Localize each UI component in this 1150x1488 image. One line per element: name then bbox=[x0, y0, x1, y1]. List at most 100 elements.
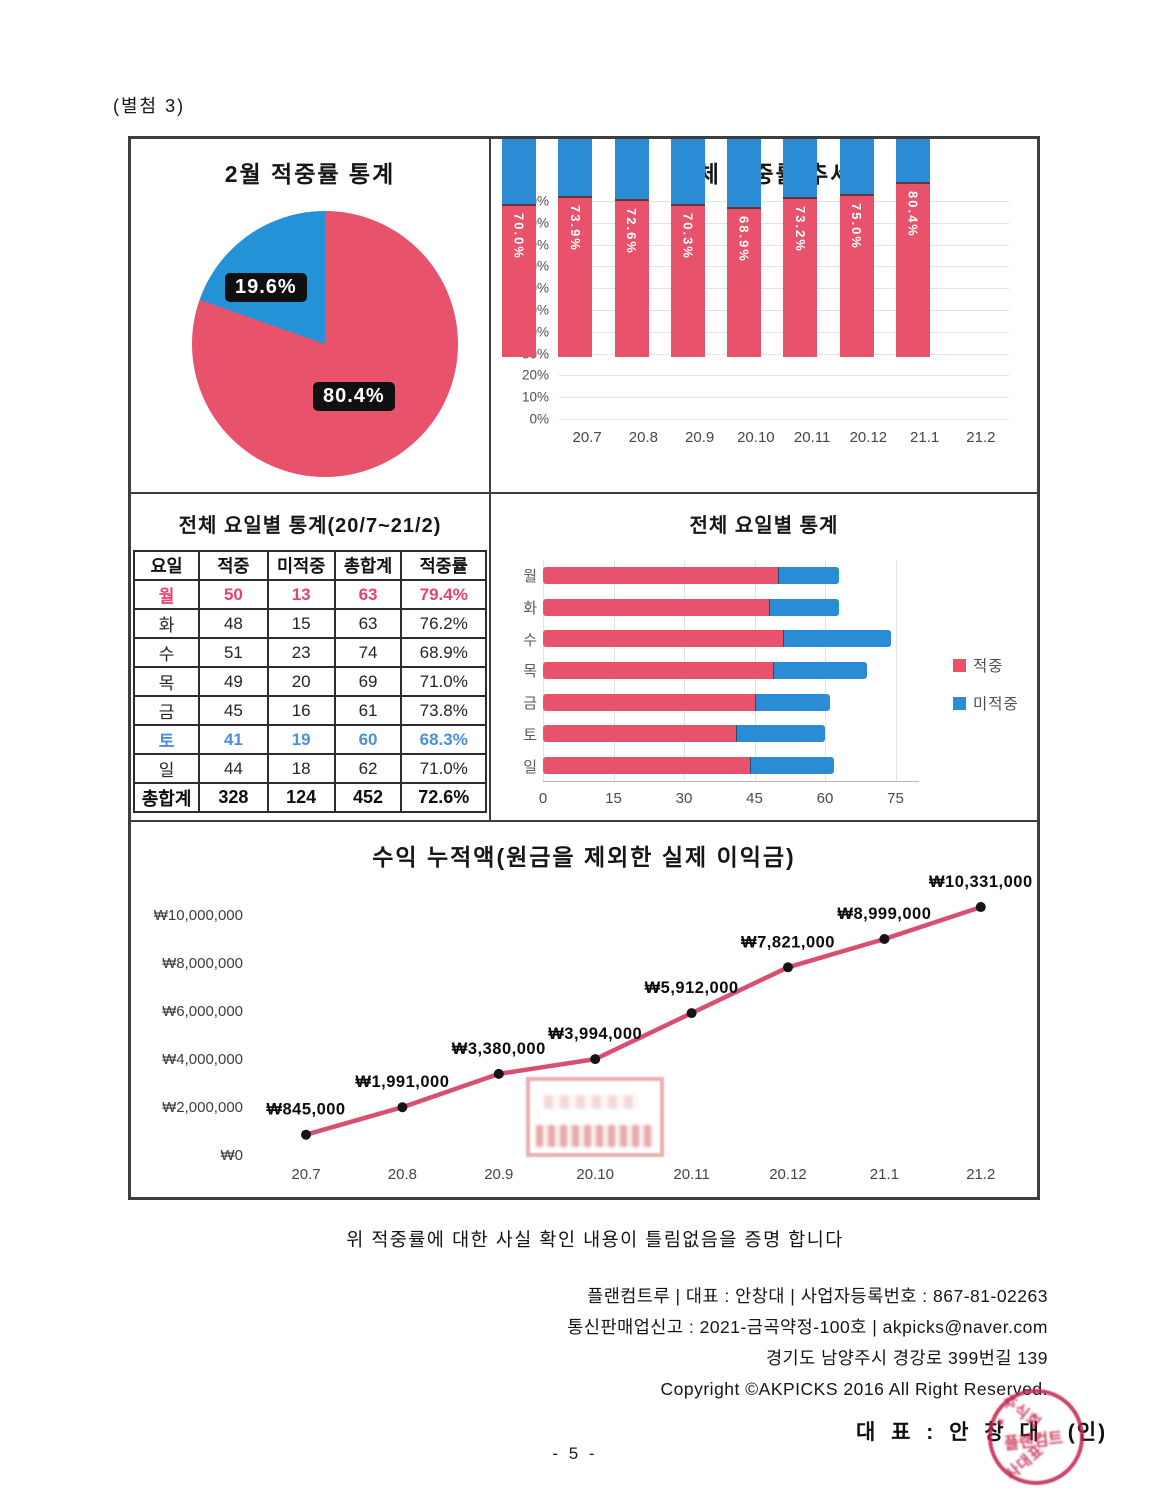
y-axis-tick: 20% bbox=[521, 367, 549, 383]
gridline bbox=[559, 375, 1009, 377]
table-header-cell: 적중률 bbox=[400, 550, 487, 581]
data-point-marker bbox=[493, 1068, 504, 1079]
representative-signature-row: 대 표 : 안 창 대 (인) bbox=[856, 1416, 1107, 1446]
gridline bbox=[895, 560, 897, 781]
table-cell: 79.4% bbox=[400, 579, 487, 610]
legend-item-hit: 적중 bbox=[953, 654, 1019, 676]
x-axis-tick: 21.1 bbox=[910, 429, 940, 446]
line-chart-title: 수익 누적액(원금을 제외한 실제 이익금) bbox=[372, 844, 796, 870]
y-axis-category: 토 bbox=[523, 726, 537, 744]
stacked-bar: 72.6% bbox=[614, 139, 649, 357]
hbar-row bbox=[543, 756, 919, 774]
hbar-segment-miss bbox=[735, 725, 825, 743]
table-cell: 60 bbox=[333, 724, 403, 755]
data-point-label: ₩5,912,000 bbox=[645, 979, 739, 997]
y-axis-tick: ₩4,000,000 bbox=[162, 1051, 243, 1068]
bar-segment-hit: 70.0% bbox=[502, 204, 537, 357]
company-info-line: 경기도 남양주시 경강로 399번길 139 bbox=[765, 1348, 1048, 1368]
x-axis-tick: 30 bbox=[675, 790, 693, 807]
table-cell: 월 bbox=[132, 579, 201, 610]
data-point-label: ₩3,994,000 bbox=[548, 1025, 642, 1043]
hbar-segment-hit bbox=[543, 567, 778, 585]
data-point-marker bbox=[975, 902, 986, 913]
hbar-row bbox=[543, 693, 919, 711]
pie-slice-label-miss: 19.6% bbox=[225, 273, 307, 302]
table-cell: 61 bbox=[333, 695, 403, 726]
table-cell: 23 bbox=[266, 637, 336, 668]
data-point-label: ₩10,331,000 bbox=[929, 873, 1033, 891]
bar-segment-hit: 73.9% bbox=[558, 195, 593, 357]
bar-segment-miss bbox=[502, 139, 537, 205]
y-axis-category: 일 bbox=[523, 758, 537, 776]
hbar-segment-hit bbox=[543, 693, 755, 711]
x-axis-tick: 60 bbox=[816, 790, 834, 807]
bar-segment-hit: 72.6% bbox=[614, 198, 649, 357]
company-info-line: 통신판매업신고 : 2021-금곡약정-100호 | akpicks@naver… bbox=[567, 1317, 1048, 1337]
hbar-segment-hit bbox=[543, 630, 783, 648]
table-row: 일 44 18 62 71.0% bbox=[132, 753, 487, 784]
y-axis-tick: ₩10,000,000 bbox=[154, 907, 243, 924]
x-axis-tick: 20.10 bbox=[737, 429, 775, 446]
table-cell: 71.0% bbox=[400, 753, 487, 784]
hbar-segment-miss bbox=[782, 630, 891, 648]
stacked-bar: 70.0% bbox=[502, 139, 537, 357]
table-row: 화 48 15 63 76.2% bbox=[132, 608, 487, 639]
table-cell: 13 bbox=[266, 579, 336, 610]
data-point-marker bbox=[301, 1129, 311, 1140]
table-cell: 16 bbox=[266, 695, 336, 726]
day-xticks: 0 15 30 45 60 75 bbox=[539, 790, 919, 808]
table-cell: 19 bbox=[266, 724, 336, 755]
gridline bbox=[559, 397, 1009, 399]
bar-value-label: 73.2% bbox=[792, 206, 808, 254]
x-axis-tick: 75 bbox=[887, 790, 904, 807]
bar-value-label: 75.0% bbox=[849, 202, 865, 250]
bar-segment-hit: 80.4% bbox=[895, 181, 930, 357]
pie-chart-title: 2월 적중률 통계 bbox=[224, 161, 396, 187]
copyright-line: Copyright ©AKPICKS 2016 All Right Reserv… bbox=[660, 1379, 1048, 1399]
table-row: 토 41 19 60 68.3% bbox=[132, 724, 487, 755]
table-cell: 328 bbox=[198, 782, 269, 813]
legend-item-miss: 미적중 bbox=[953, 692, 1019, 714]
y-axis-category: 월 bbox=[523, 568, 537, 586]
bar-segment-hit: 68.9% bbox=[727, 206, 762, 357]
y-axis-category: 목 bbox=[523, 663, 537, 681]
table-cell: 토 bbox=[132, 724, 201, 755]
panel-weekday-table: 전체 요일별 통계(20/7~21/2) 요일 적중 미적중 총합계 적중률 월 50 13… bbox=[131, 494, 491, 822]
bar-segment-miss bbox=[839, 139, 874, 194]
bar-value-label: 68.9% bbox=[736, 215, 752, 263]
bar-segment-miss bbox=[614, 139, 649, 199]
seal-placeholder-text: (인) bbox=[1067, 1421, 1108, 1444]
hbar-segment-miss bbox=[773, 661, 868, 679]
hbar-row bbox=[543, 598, 919, 616]
x-axis-tick: 45 bbox=[746, 790, 763, 807]
profit-line bbox=[305, 904, 982, 1137]
table-cell: 124 bbox=[266, 782, 336, 813]
bar-segment-miss bbox=[558, 139, 593, 196]
company-info-line: 플랜컴트루 | 대표 : 안창대 | 사업자등록번호 : 867-81-0226… bbox=[587, 1286, 1048, 1306]
y-axis-tick: ₩8,000,000 bbox=[162, 955, 243, 972]
bar-segment-miss bbox=[783, 139, 818, 198]
table-row: 월 50 13 63 79.4% bbox=[132, 579, 487, 610]
y-axis-tick: ₩2,000,000 bbox=[162, 1099, 243, 1116]
hbar-segment-miss bbox=[749, 756, 835, 774]
table-header-cell: 미적중 bbox=[266, 550, 336, 581]
day-table-body: 월 50 13 63 79.4% 화 48 15 63 76.2% 수 51 23 74 68.9% 목 49 2… bbox=[132, 579, 487, 813]
table-cell: 18 bbox=[266, 753, 336, 784]
x-axis-tick: 20.9 bbox=[484, 1166, 513, 1183]
table-cell: 44 bbox=[198, 753, 269, 784]
table-cell: 63 bbox=[333, 608, 403, 639]
data-point-marker bbox=[590, 1054, 601, 1065]
table-row: 목 49 20 69 71.0% bbox=[132, 666, 487, 697]
legend-swatch-hit-icon bbox=[953, 658, 966, 672]
table-cell: 51 bbox=[198, 637, 269, 668]
table-cell: 48 bbox=[198, 608, 269, 639]
table-cell: 72.6% bbox=[400, 782, 487, 813]
pie-slice-label-hit: 80.4% bbox=[313, 382, 395, 411]
bar-value-label: 70.0% bbox=[511, 213, 527, 261]
bar-value-label: 73.9% bbox=[567, 204, 583, 252]
table-cell: 74 bbox=[333, 637, 403, 668]
table-cell: 금 bbox=[132, 695, 201, 726]
bar-segment-hit: 75.0% bbox=[839, 193, 874, 357]
x-axis-tick: 20.9 bbox=[685, 429, 715, 446]
